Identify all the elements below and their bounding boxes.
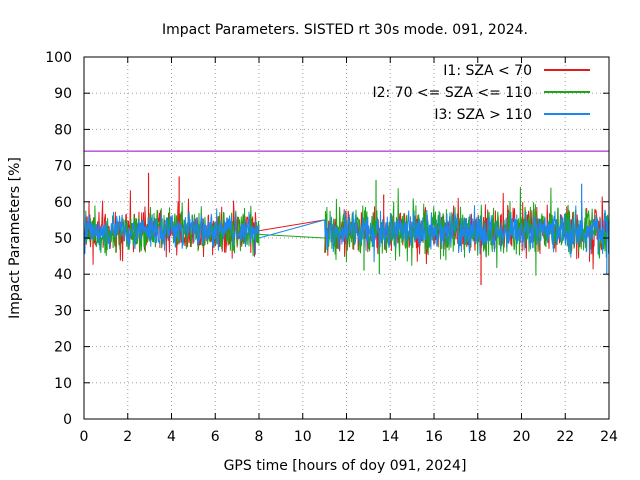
y-tick-label: 40 (54, 267, 72, 283)
y-axis-label: Impact Parameters [%] (7, 157, 23, 319)
y-tick-label: 50 (54, 231, 72, 247)
series-line-segment (324, 200, 610, 263)
y-tick-label: 10 (54, 376, 72, 392)
series-line-segment (324, 186, 610, 276)
y-tick-label: 20 (54, 340, 72, 356)
chart-title: Impact Parameters. SISTED rt 30s mode. 0… (162, 22, 528, 38)
y-tick-label: 90 (54, 86, 72, 102)
x-tick-label: 0 (80, 429, 89, 445)
axes: 0 2 4 6 8 10 12 14 16 18 20 22 240102030405060708090… (45, 50, 618, 445)
x-axis-label: GPS time [hours of doy 091, 2024] (224, 458, 467, 474)
y-tick-label: 80 (54, 122, 72, 138)
legend: I1: SZA < 70 I2: 70 <= SZA <= 110 I3: SZA … (372, 63, 590, 123)
y-tick-label: 0 (63, 412, 72, 428)
legend-label: I1: SZA < 70 (443, 63, 532, 79)
x-tick-label: 10 (294, 429, 312, 445)
y-tick-label: 70 (54, 159, 72, 175)
x-tick-label: 20 (513, 429, 531, 445)
series-gap-connector (258, 219, 325, 232)
x-tick-label: 4 (167, 429, 176, 445)
y-tick-label: 30 (54, 303, 72, 319)
plot-frame (83, 56, 610, 420)
legend-label: I2: 70 <= SZA <= 110 (372, 85, 532, 101)
x-tick-label: 14 (381, 429, 399, 445)
x-tick-label: 12 (338, 429, 356, 445)
series-gap-connector (258, 219, 325, 239)
x-tick-label: 18 (469, 429, 487, 445)
x-tick-label: 2 (123, 429, 132, 445)
series-group (83, 172, 610, 286)
x-tick-label: 6 (211, 429, 220, 445)
x-tick-label: 16 (425, 429, 443, 445)
y-tick-label: 60 (54, 195, 72, 211)
x-tick-label: 22 (556, 429, 574, 445)
series-line-segment (83, 208, 260, 255)
legend-label: I3: SZA > 110 (434, 107, 532, 123)
x-tick-label: 24 (600, 429, 618, 445)
x-tick-label: 8 (255, 429, 264, 445)
y-tick-label: 100 (45, 50, 72, 66)
series-3 (83, 183, 610, 275)
